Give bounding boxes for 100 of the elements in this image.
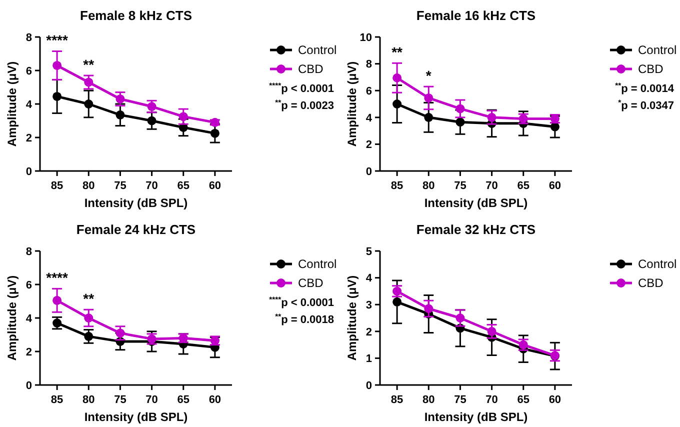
legend-label: Control: [638, 257, 677, 272]
legend-label: CBD: [638, 62, 664, 76]
y-tick-label: 2: [366, 139, 372, 152]
annotation: **: [392, 44, 404, 60]
point: [392, 100, 402, 108]
point: [487, 112, 496, 122]
y-tick-label: 3: [366, 299, 372, 312]
x-tick-label: 80: [422, 394, 435, 406]
x-tick-label: 85: [50, 180, 64, 192]
y-axis-title: Amplitude (μV): [345, 275, 359, 361]
legend-label: CBD: [298, 62, 324, 76]
point: [147, 116, 156, 126]
y-tick-label: 10: [360, 32, 372, 44]
x-tick-label: 80: [82, 394, 95, 406]
y-tick-label: 4: [366, 112, 373, 124]
point: [116, 94, 125, 104]
y-tick-label: 8: [26, 32, 32, 44]
text: $^{****}$p < 0.0001: [269, 294, 334, 309]
y-tick-label: 6: [26, 279, 32, 292]
text: $^{**}$p = 0.0023: [275, 98, 334, 112]
x-tick-label: 60: [548, 394, 562, 406]
point: [424, 304, 434, 314]
y-tick-label: 8: [366, 58, 372, 71]
y-tick-label: 2: [26, 132, 32, 144]
x-tick-label: 65: [517, 394, 530, 406]
point: [424, 93, 434, 102]
point: [116, 110, 125, 120]
point: [392, 73, 402, 82]
text: $^{*}$p = 0.0347: [618, 98, 674, 112]
annotation: *: [426, 68, 432, 84]
point: [52, 296, 62, 305]
annotation: ****: [46, 270, 68, 286]
x-tick-label: 75: [454, 394, 466, 406]
x-tick-label: 70: [146, 394, 158, 406]
point: [52, 60, 62, 70]
x-tick-label: 80: [82, 180, 95, 192]
x-tick-label: 85: [50, 394, 64, 406]
x-tick-label: 60: [208, 180, 222, 192]
chart-title: Female 32 kHz CTS: [416, 222, 536, 237]
y-axis-title: Amplitude (μV): [5, 275, 19, 361]
point: [84, 78, 94, 87]
x-tick-label: 60: [548, 180, 562, 192]
point: [178, 112, 188, 122]
point: [52, 92, 62, 101]
y-tick-label: 2: [26, 346, 32, 358]
y-tick-label: 0: [366, 166, 372, 178]
point: [116, 328, 125, 338]
text: $^{**}$p = 0.0014: [615, 80, 675, 95]
x-tick-label: 65: [177, 180, 190, 192]
annotation: **: [83, 290, 95, 307]
y-tick-label: 2: [366, 326, 372, 338]
y-tick-label: 4: [26, 312, 33, 325]
point: [456, 104, 465, 114]
x-axis-title: Intensity (dB SPL): [424, 196, 528, 210]
y-tick-label: 1: [366, 353, 372, 366]
legend-label: CBD: [298, 276, 324, 290]
x-tick-label: 70: [146, 180, 158, 192]
x-axis-title: Intensity (dB SPL): [84, 196, 188, 210]
chart-title: Female 16 kHz CTS: [416, 8, 536, 23]
x-tick-label: 70: [486, 394, 498, 406]
annotation: **: [83, 56, 95, 73]
y-tick-label: 0: [26, 380, 32, 392]
y-axis-title: Amplitude (μV): [5, 61, 19, 147]
y-tick-label: 6: [26, 65, 32, 78]
x-tick-label: 85: [390, 180, 404, 192]
text: $^{****}$p < 0.0001: [269, 80, 334, 95]
y-tick-label: 0: [366, 380, 372, 392]
y-tick-label: 0: [26, 166, 32, 178]
point: [84, 332, 94, 341]
x-axis-title: Intensity (dB SPL): [84, 410, 188, 424]
legend-label: CBD: [638, 276, 664, 290]
y-tick-label: 6: [366, 85, 372, 98]
y-tick-label: 8: [26, 246, 32, 258]
x-tick-label: 75: [114, 180, 126, 192]
point: [456, 314, 465, 322]
chart-title: Female 24 kHz CTS: [76, 222, 196, 237]
annotation: ****: [46, 32, 68, 48]
point: [487, 326, 496, 336]
legend-label: Control: [638, 43, 677, 58]
y-tick-label: 4: [366, 272, 373, 285]
x-tick-label: 75: [454, 180, 466, 192]
x-axis-title: Intensity (dB SPL): [424, 410, 528, 424]
x-tick-label: 85: [390, 394, 404, 406]
point: [147, 102, 156, 112]
x-tick-label: 65: [177, 394, 190, 406]
legend-label: Control: [298, 43, 337, 58]
y-tick-label: 5: [366, 246, 372, 258]
x-tick-label: 75: [114, 394, 126, 406]
point: [424, 112, 434, 122]
point: [456, 118, 465, 127]
x-tick-label: 80: [422, 180, 435, 192]
x-tick-label: 65: [517, 180, 530, 192]
chart-title: Female 8 kHz CTS: [80, 8, 192, 23]
point: [84, 314, 94, 322]
point: [84, 100, 94, 108]
text: $^{**}$p = 0.0018: [275, 312, 334, 326]
x-tick-label: 60: [208, 394, 222, 406]
x-tick-label: 70: [486, 180, 498, 192]
point: [210, 128, 220, 138]
y-tick-label: 4: [26, 98, 33, 111]
